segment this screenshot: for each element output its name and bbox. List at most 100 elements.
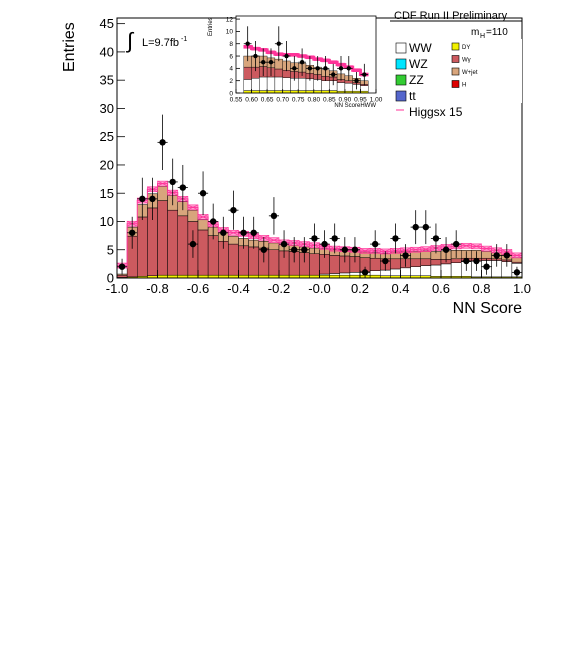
- stack-bar: [390, 268, 401, 276]
- x-tick-label: 1.00: [370, 97, 383, 104]
- data-point: [402, 252, 409, 259]
- x-tick-label: 0.6: [432, 281, 450, 296]
- y-tick-label: 10: [226, 29, 234, 36]
- integral-sign-icon: ∫: [125, 28, 135, 53]
- stack-bar: [430, 264, 442, 277]
- x-tick-label: -0.8: [146, 281, 168, 296]
- data-point: [331, 235, 338, 242]
- stack-bar: [228, 235, 239, 245]
- chart-title: CDF Run II Preliminary: [394, 10, 508, 22]
- stack-bar: [282, 70, 291, 78]
- y-tick-label: 25: [100, 129, 114, 144]
- stack-bar: [430, 259, 442, 266]
- data-point: [371, 240, 379, 248]
- data-point: [361, 269, 369, 276]
- legend-entry: DY: [462, 45, 470, 51]
- x-tick-label: 0.55: [230, 97, 243, 104]
- y-tick-label: 0: [229, 90, 233, 97]
- luminosity-superscript: -1: [181, 36, 187, 43]
- x-tick-label: 0.85: [323, 97, 336, 104]
- y-tick-label: 35: [100, 73, 114, 88]
- main-x-axis: -1.0 -0.8 -0.6 -0.4 -0.2 -0.0 0.2 0.4 0.6 0.8 1.0: [106, 270, 531, 296]
- data-point: [209, 218, 217, 225]
- y-tick-label: 20: [100, 158, 114, 173]
- stack-bar: [197, 219, 209, 231]
- data-point: [382, 257, 389, 265]
- y-tick-label: 40: [100, 44, 114, 59]
- legend-entry: H: [462, 83, 466, 89]
- stack-bar: [251, 78, 260, 91]
- y-tick-label: 10: [100, 214, 114, 229]
- stack-bar: [344, 82, 353, 92]
- data-point: [230, 206, 237, 214]
- stack-bar: [344, 80, 353, 84]
- stack-bar: [243, 66, 252, 80]
- data-point: [351, 246, 359, 253]
- stack-bar: [309, 253, 320, 276]
- main-x-axis-label: NN Score: [453, 300, 522, 317]
- stack-bar: [390, 258, 401, 270]
- legend-entry: Wγ: [462, 58, 471, 64]
- main-y-axis: 0 5 10 15 20 25 30 35 40 45: [100, 16, 125, 286]
- stack-bar: [369, 270, 381, 276]
- stack-bar: [167, 209, 178, 276]
- legend-entry: tt: [409, 89, 416, 103]
- data-point: [240, 229, 247, 236]
- stack-bar: [511, 257, 523, 263]
- data-point: [307, 66, 313, 71]
- data-point: [354, 78, 359, 83]
- x-tick-label: -0.2: [268, 281, 290, 296]
- legend-entry: W+jet: [462, 70, 478, 76]
- legend-swatch: [451, 42, 460, 51]
- data-point: [159, 139, 166, 146]
- svg-text:m: m: [471, 27, 479, 38]
- data-point: [268, 60, 274, 65]
- data-point: [412, 223, 419, 231]
- data-point: [463, 257, 470, 265]
- y-tick-label: 2: [229, 78, 233, 85]
- mass-label: m H =110: [471, 27, 508, 40]
- x-tick-label: 0.90: [339, 97, 352, 104]
- data-point: [220, 229, 227, 236]
- x-tick-label: -0.6: [187, 281, 209, 296]
- stack-bar: [329, 273, 340, 276]
- y-tick-label: 30: [100, 101, 114, 116]
- data-point: [139, 195, 146, 203]
- stack-bar: [440, 263, 452, 277]
- y-tick-label: 4: [229, 66, 233, 73]
- data-point: [199, 190, 207, 197]
- data-point: [483, 263, 490, 270]
- data-point: [292, 66, 297, 71]
- data-point: [442, 246, 450, 253]
- data-point: [260, 246, 268, 253]
- y-tick-label: 6: [229, 53, 233, 60]
- stack-bar: [228, 243, 239, 276]
- luminosity-annotation: ∫ L=9.7fb -1: [125, 28, 187, 53]
- signal-line: [117, 183, 522, 267]
- svg-text:=110: =110: [486, 27, 508, 38]
- x-tick-label: 0.80: [307, 97, 320, 104]
- data-point: [169, 178, 176, 186]
- data-point: [250, 229, 257, 236]
- data-point: [118, 263, 126, 270]
- data-point: [503, 252, 511, 259]
- x-tick-label: 0.95: [354, 97, 367, 104]
- inset-y-axis: 0 2 4 6 8 10 12: [226, 16, 240, 97]
- stack-bar: [400, 267, 411, 276]
- stack-bar: [380, 269, 391, 276]
- data-point: [261, 60, 266, 65]
- data-point: [321, 240, 328, 248]
- x-tick-label: 1.0: [513, 281, 531, 296]
- stack-bar: [349, 272, 361, 276]
- stack-bar: [336, 82, 346, 92]
- x-tick-label: -0.4: [227, 281, 249, 296]
- data-point: [270, 212, 278, 220]
- y-tick-label: 15: [100, 186, 114, 201]
- stack-bar: [274, 68, 283, 78]
- x-tick-label: -1.0: [106, 281, 128, 296]
- data-point: [392, 235, 399, 242]
- stack-bar: [420, 265, 432, 276]
- data-point: [513, 269, 521, 276]
- data-point: [245, 41, 250, 46]
- data-point: [341, 246, 349, 253]
